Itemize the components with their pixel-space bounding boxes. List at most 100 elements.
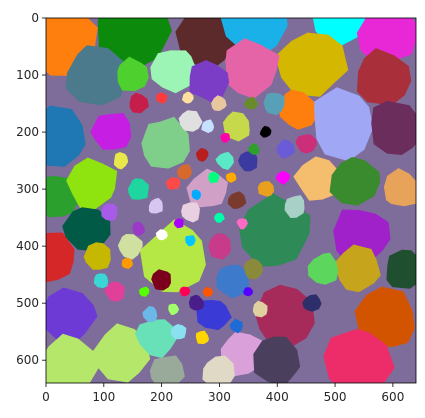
region-95 <box>191 189 201 201</box>
region-51 <box>222 111 250 142</box>
region-52 <box>238 150 258 172</box>
y-tick-label-2: 200 <box>16 125 39 139</box>
region-1 <box>97 18 172 67</box>
region-73 <box>253 300 268 318</box>
region-70 <box>142 306 158 323</box>
region-94 <box>220 133 230 143</box>
region-71 <box>188 294 205 311</box>
region-37 <box>135 319 178 359</box>
region-35 <box>46 333 100 383</box>
x-tick-label-3: 300 <box>208 390 231 404</box>
region-86 <box>236 218 248 230</box>
region-76 <box>211 95 227 111</box>
region-45 <box>216 264 250 299</box>
region-81 <box>195 330 210 345</box>
region-36 <box>92 323 151 383</box>
region-74 <box>93 273 109 289</box>
region-89 <box>259 125 272 138</box>
region-79 <box>165 177 181 190</box>
region-88 <box>121 257 134 269</box>
region-32 <box>46 287 98 346</box>
y-tick-label-5: 500 <box>16 296 39 310</box>
x-tick-label-1: 100 <box>92 390 115 404</box>
region-69 <box>257 181 275 197</box>
region-80 <box>132 221 146 236</box>
region-16 <box>278 89 318 130</box>
y-tick-label-3: 300 <box>16 182 39 196</box>
region-99 <box>202 286 214 297</box>
x-axis: 0 100 200 300 400 500 600 <box>42 383 404 404</box>
region-8 <box>225 38 280 99</box>
region-26 <box>83 242 111 270</box>
region-78 <box>201 119 215 134</box>
region-65 <box>276 139 296 159</box>
region-18 <box>371 100 416 155</box>
region-66 <box>176 164 193 180</box>
region-77 <box>243 96 259 110</box>
y-tick-label-1: 100 <box>16 68 39 82</box>
region-102 <box>179 286 191 297</box>
region-100 <box>243 287 253 297</box>
region-10 <box>117 56 149 91</box>
y-tick-label-0: 0 <box>31 11 39 25</box>
region-15 <box>141 116 190 169</box>
plot-frame <box>45 17 417 384</box>
region-5 <box>356 18 416 63</box>
region-40 <box>253 336 301 383</box>
region-92 <box>182 91 194 104</box>
region-48 <box>117 234 143 260</box>
region-90 <box>208 171 220 184</box>
y-tick-label-4: 400 <box>16 239 39 253</box>
region-43 <box>202 355 235 383</box>
region-72 <box>170 324 187 340</box>
region-83 <box>275 171 290 185</box>
region-31 <box>386 249 416 289</box>
region-23 <box>329 157 381 206</box>
region-84 <box>155 229 168 241</box>
y-tick-label-6: 600 <box>16 353 39 367</box>
region-82 <box>229 318 243 334</box>
region-14 <box>90 113 132 150</box>
region-49 <box>307 252 339 285</box>
region-60 <box>243 258 263 280</box>
region-85 <box>185 235 196 247</box>
region-91 <box>156 92 168 104</box>
region-55 <box>263 92 285 116</box>
region-9 <box>65 45 128 106</box>
region-87 <box>168 303 180 315</box>
region-11 <box>150 50 197 94</box>
regions-layer <box>46 18 416 383</box>
region-21 <box>62 207 111 251</box>
region-58 <box>129 92 149 114</box>
region-98 <box>214 212 225 223</box>
region-63 <box>101 203 118 221</box>
x-tick-label-5: 500 <box>324 390 347 404</box>
region-30 <box>333 244 381 293</box>
region-17 <box>314 87 374 162</box>
region-7 <box>357 48 412 106</box>
region-64 <box>113 152 129 170</box>
region-61 <box>227 191 247 209</box>
region-46 <box>151 269 171 291</box>
region-41 <box>323 329 395 383</box>
region-93 <box>248 143 260 155</box>
region-33 <box>254 284 315 349</box>
x-tick-label-2: 200 <box>150 390 173 404</box>
region-62 <box>148 197 163 214</box>
region-34 <box>354 286 415 348</box>
region-67 <box>215 151 234 170</box>
region-101 <box>139 286 150 297</box>
region-42 <box>149 355 185 383</box>
y-axis: 0 100 200 300 400 500 600 <box>16 11 46 367</box>
x-tick-label-0: 0 <box>42 390 50 404</box>
region-97 <box>173 218 184 229</box>
region-54 <box>295 134 317 154</box>
region-56 <box>127 178 150 200</box>
region-59 <box>284 195 305 218</box>
region-50 <box>178 110 203 132</box>
region-24 <box>383 168 416 207</box>
region-47 <box>104 281 126 302</box>
region-13 <box>46 105 86 167</box>
region-57 <box>208 233 231 260</box>
